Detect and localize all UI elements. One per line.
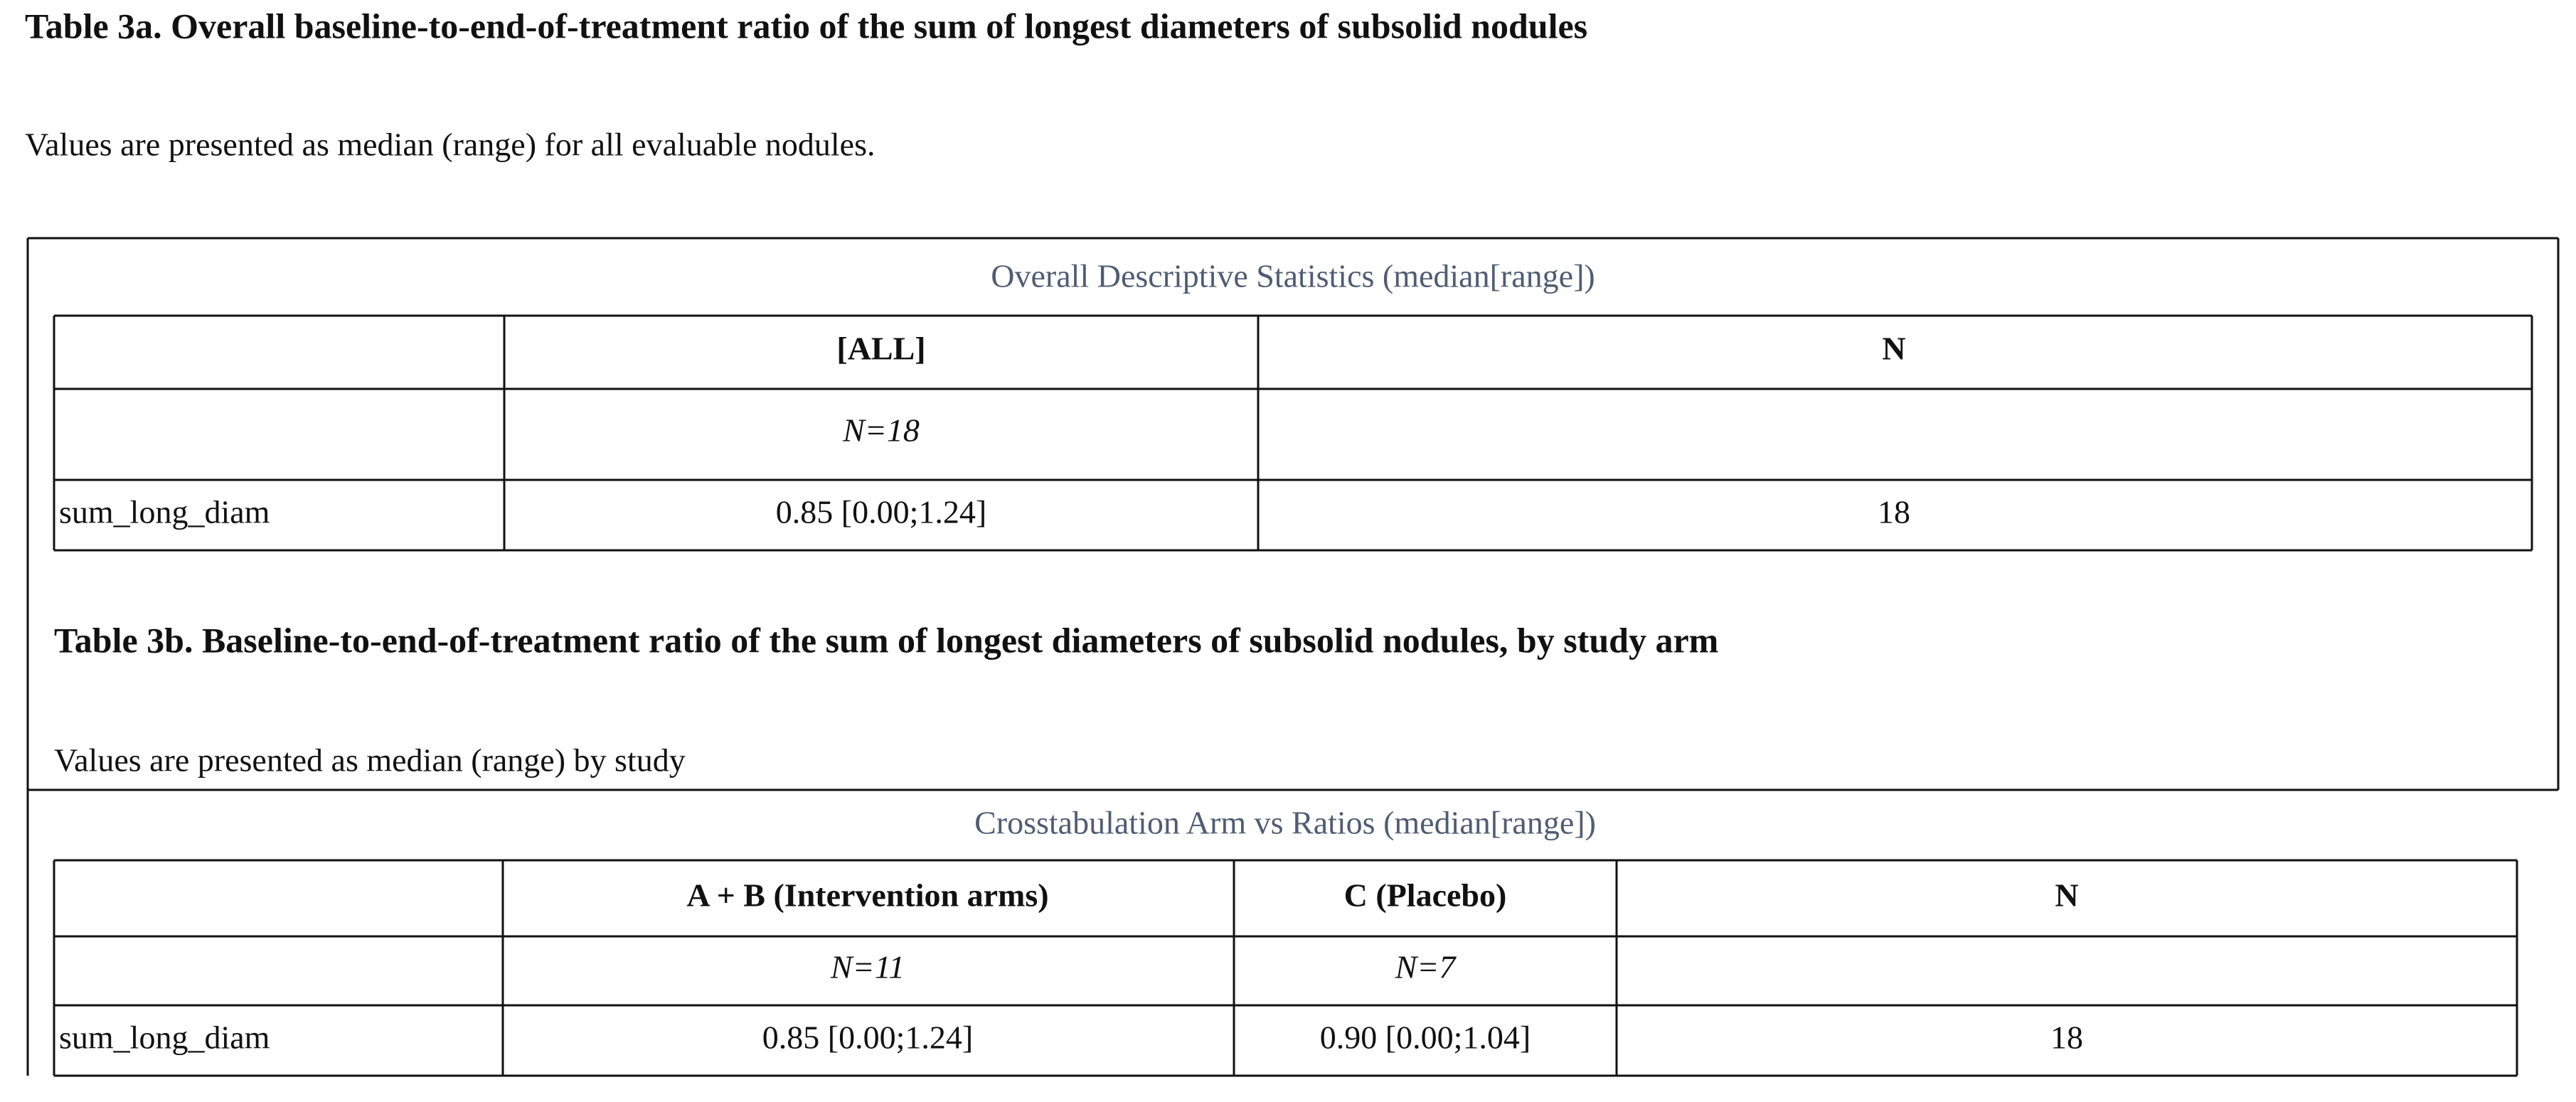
row-label: sum_long_diam xyxy=(59,1020,270,1056)
subheader-cell: N=7 xyxy=(1395,949,1457,985)
cell: 0.90 [0.00;1.04] xyxy=(1320,1020,1531,1056)
cell: 18 xyxy=(2050,1020,2083,1056)
table-caption: Overall Descriptive Statistics (median[r… xyxy=(991,258,1595,294)
header-cell: N xyxy=(2055,877,2078,914)
cell: 0.85 [0.00;1.24] xyxy=(762,1020,973,1056)
table-caption: Crosstabulation Arm vs Ratios (median[ra… xyxy=(974,805,1596,841)
header-cell: [ALL] xyxy=(836,331,925,367)
table-title: Table 3a. Overall baseline-to-end-of-tre… xyxy=(25,6,1587,46)
header-cell: C (Placebo) xyxy=(1344,877,1507,914)
table-grid xyxy=(53,859,2518,1077)
row-label: sum_long_diam xyxy=(59,494,270,530)
cell: 18 xyxy=(1878,494,1910,530)
table-note: Values are presented as median (range) f… xyxy=(25,127,875,163)
subheader-cell: N=18 xyxy=(842,412,920,449)
header-cell: N xyxy=(1882,331,1905,367)
subheader-cell: N=11 xyxy=(830,949,905,985)
cell: 0.85 [0.00;1.24] xyxy=(776,494,986,530)
table-title: Table 3b. Baseline-to-end-of-treatment r… xyxy=(54,620,1718,660)
table-grid xyxy=(53,314,2533,552)
header-cell: A + B (Intervention arms) xyxy=(686,877,1048,914)
table-note: Values are presented as median (range) b… xyxy=(54,742,686,779)
